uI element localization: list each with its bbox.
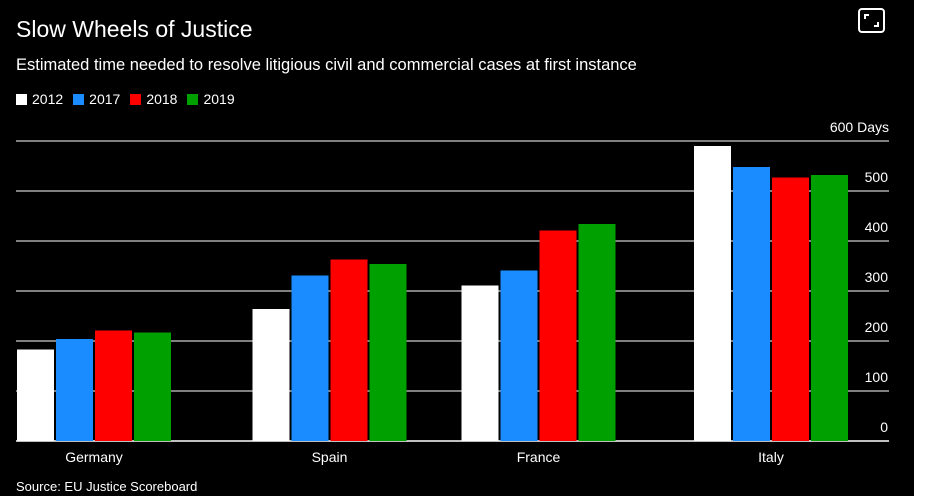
legend-swatch-2018 bbox=[130, 93, 142, 105]
x-tick-label-germany: Germany bbox=[65, 449, 123, 465]
bar-spain-2012 bbox=[252, 309, 290, 441]
legend-item-2019: 2019 bbox=[187, 91, 235, 107]
x-tick-label-spain: Spain bbox=[312, 449, 348, 465]
bar-france-2017 bbox=[500, 270, 538, 441]
y-tick-label-300: 300 bbox=[865, 269, 889, 285]
y-tick-label-0: 0 bbox=[880, 419, 888, 435]
bar-germany-2017 bbox=[56, 339, 93, 441]
chart-subtitle: Estimated time needed to resolve litigio… bbox=[16, 56, 637, 74]
bar-spain-2017 bbox=[291, 275, 329, 441]
x-tick-label-italy: Italy bbox=[758, 449, 784, 465]
bar-germany-2018 bbox=[95, 330, 132, 441]
y-tick-label-500: 500 bbox=[865, 169, 889, 185]
bar-italy-2017 bbox=[733, 167, 770, 441]
bar-germany-2019 bbox=[134, 332, 171, 441]
bar-spain-2019 bbox=[369, 264, 407, 441]
legend: 2012 2017 2018 2019 bbox=[16, 91, 245, 107]
bar-italy-2019 bbox=[811, 175, 848, 441]
legend-swatch-2012 bbox=[16, 93, 27, 105]
expand-button[interactable] bbox=[858, 8, 885, 33]
legend-item-2012: 2012 bbox=[16, 91, 63, 107]
bar-italy-2018 bbox=[772, 177, 809, 441]
x-tick-label-france: France bbox=[517, 449, 561, 465]
expand-icon bbox=[864, 14, 879, 27]
bar-france-2019 bbox=[578, 224, 616, 441]
legend-label-2019: 2019 bbox=[203, 91, 235, 107]
legend-label-2012: 2012 bbox=[32, 91, 64, 107]
legend-label-2018: 2018 bbox=[146, 91, 178, 107]
legend-item-2017: 2017 bbox=[73, 91, 120, 107]
source-note: Source: EU Justice Scoreboard bbox=[16, 479, 198, 494]
y-tick-label-200: 200 bbox=[865, 319, 889, 335]
y-tick-label-100: 100 bbox=[865, 369, 889, 385]
legend-item-2018: 2018 bbox=[130, 91, 177, 107]
y-tick-label-600: 600 Days bbox=[830, 119, 889, 135]
bar-france-2012 bbox=[461, 285, 499, 441]
legend-label-2017: 2017 bbox=[89, 91, 121, 107]
legend-swatch-2019 bbox=[187, 93, 199, 105]
y-tick-label-400: 400 bbox=[865, 219, 889, 235]
bar-spain-2018 bbox=[330, 259, 368, 441]
chart-title: Slow Wheels of Justice bbox=[16, 16, 253, 42]
bar-germany-2012 bbox=[17, 349, 54, 441]
bar-france-2018 bbox=[539, 230, 577, 441]
bar-italy-2012 bbox=[694, 146, 731, 441]
legend-swatch-2017 bbox=[73, 93, 85, 105]
